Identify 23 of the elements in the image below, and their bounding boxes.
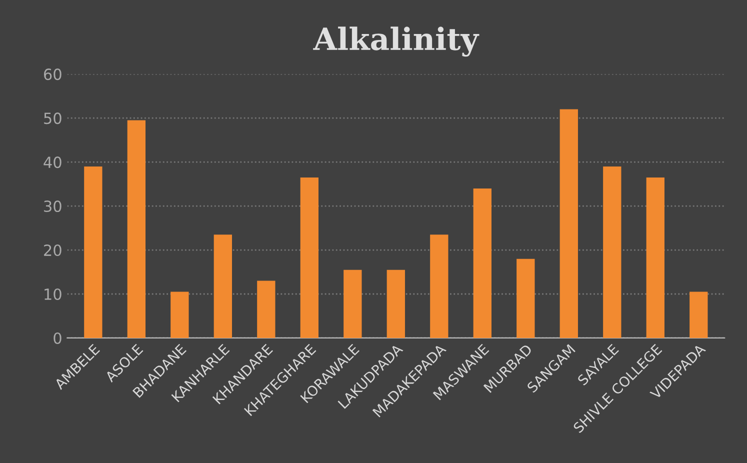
bar (560, 109, 578, 338)
y-tick-label: 10 (44, 288, 62, 300)
bar (603, 166, 622, 338)
bar (646, 177, 664, 338)
bar (344, 270, 362, 338)
y-tick-label: 0 (54, 332, 62, 344)
chart-title: Alkalinity (313, 26, 480, 57)
y-tick-label: 40 (44, 156, 62, 168)
bar (690, 292, 708, 338)
bar (430, 234, 448, 338)
y-tick-label: 20 (44, 244, 62, 256)
bar (127, 120, 146, 338)
bar (170, 292, 189, 338)
bar (257, 280, 276, 338)
y-tick-label: 50 (44, 112, 62, 124)
bar (386, 270, 405, 338)
bar (300, 177, 318, 338)
y-tick-label: 60 (44, 68, 62, 80)
bar (516, 258, 535, 338)
bar (84, 166, 102, 338)
bar (214, 234, 232, 338)
y-tick-label: 30 (44, 200, 62, 212)
bar (473, 188, 492, 338)
